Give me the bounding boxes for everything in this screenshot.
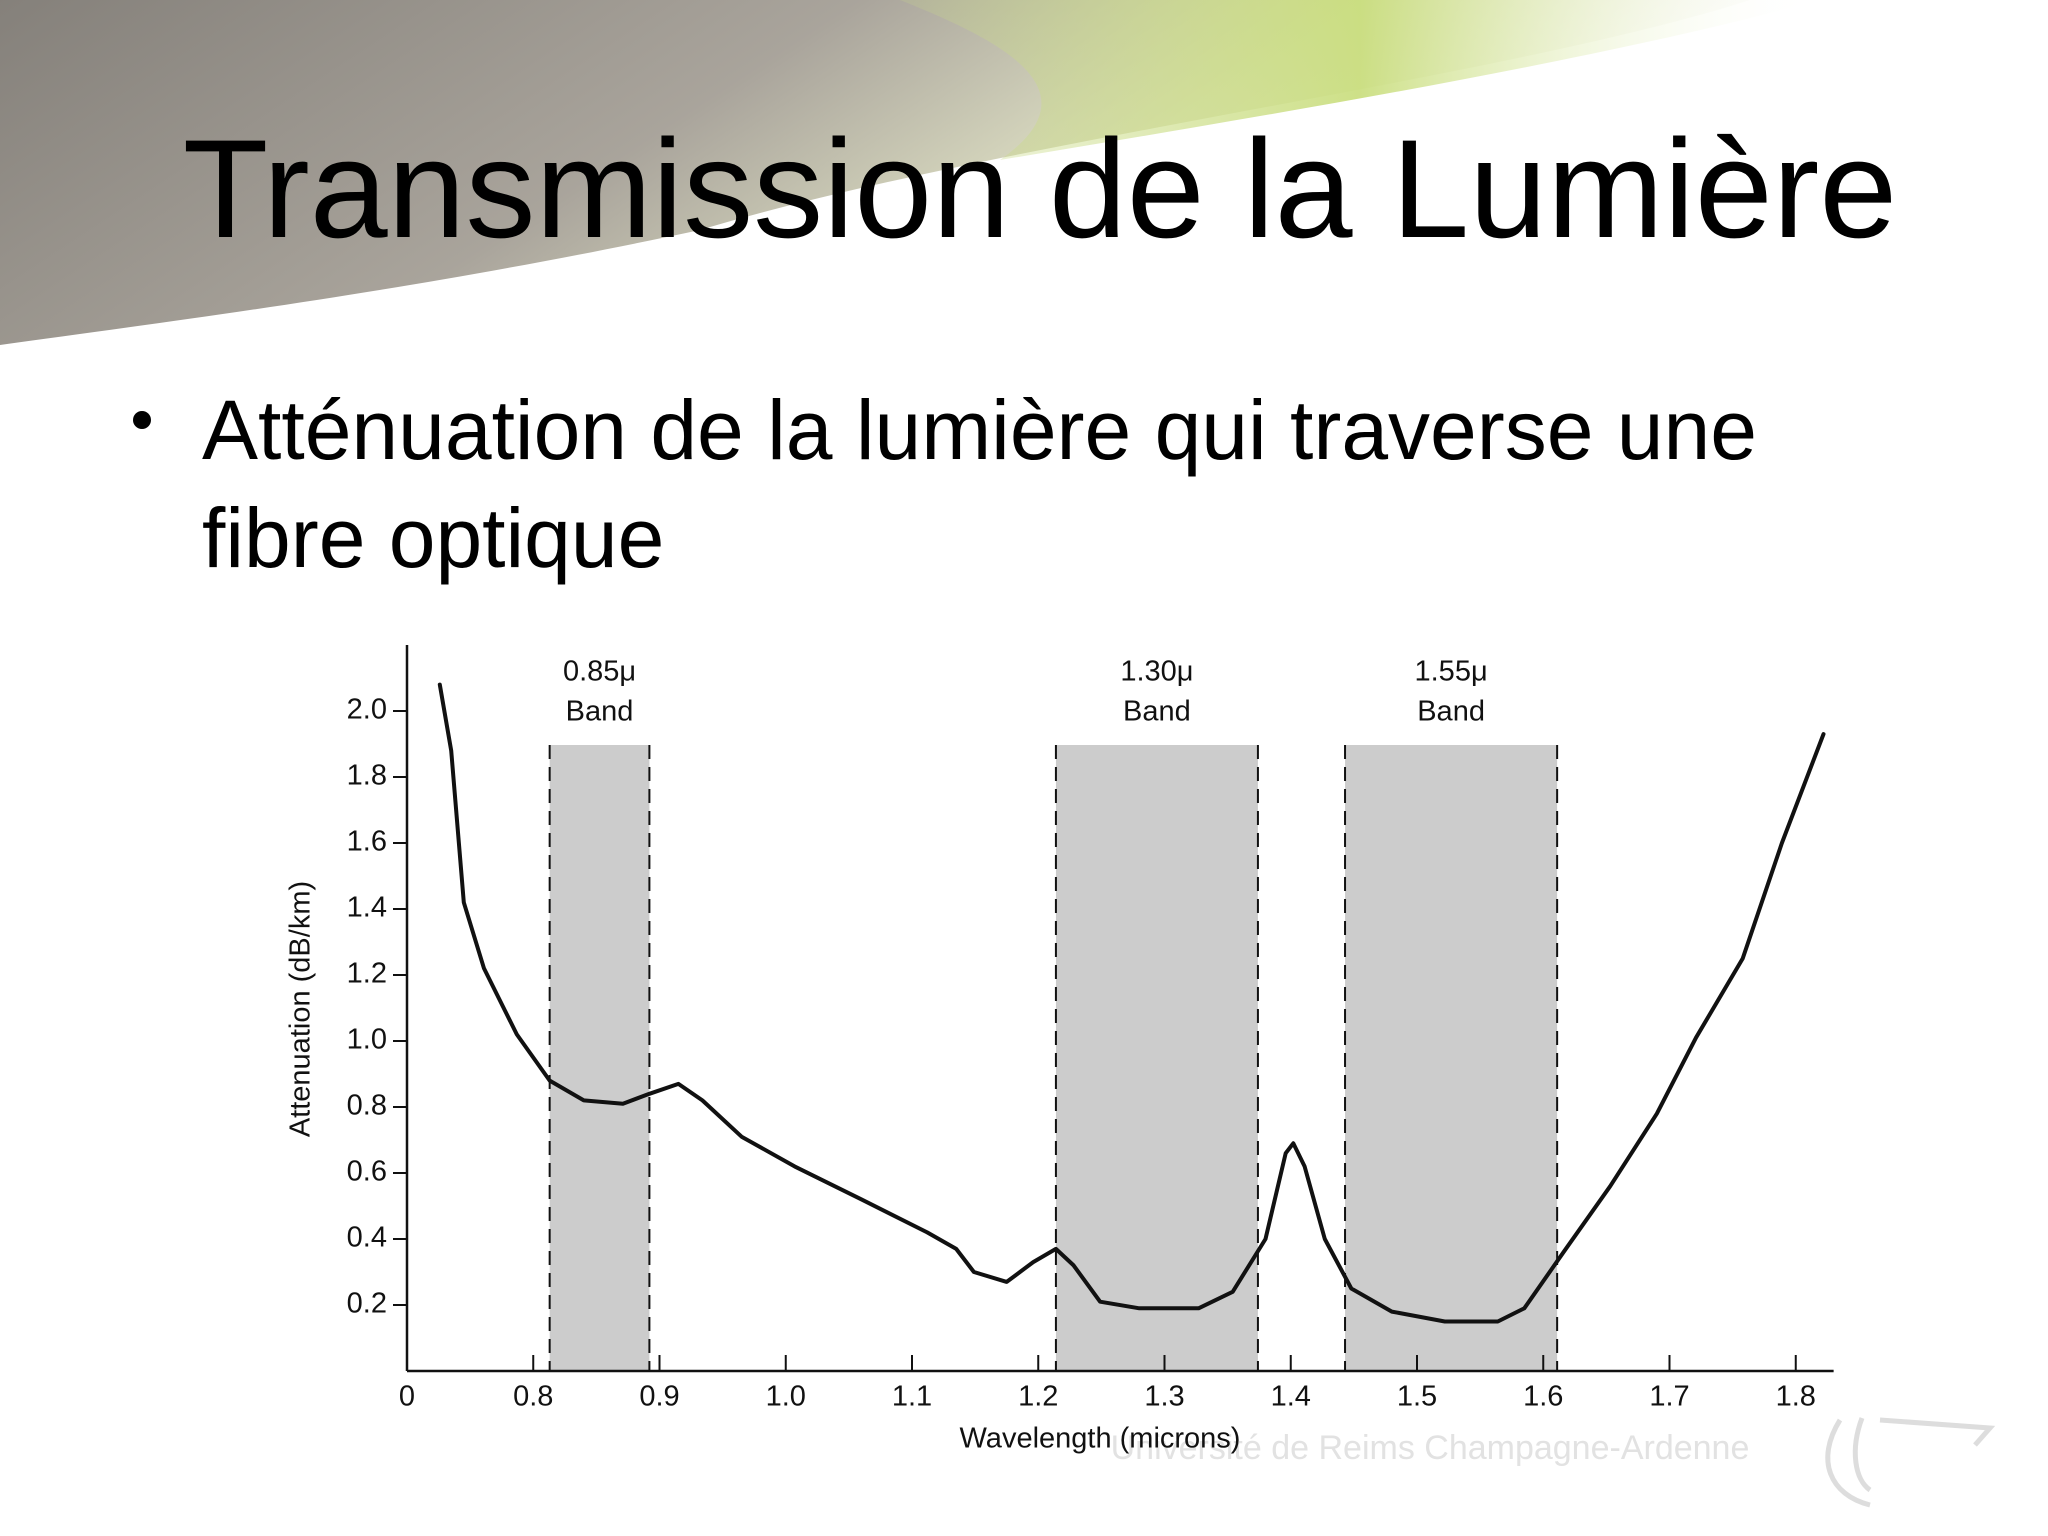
band-label: Band xyxy=(1123,696,1191,728)
x-tick-label: 1.7 xyxy=(1649,1381,1689,1413)
attenuation-curve xyxy=(437,682,1826,1324)
y-tick-label: 1.6 xyxy=(347,826,387,858)
band xyxy=(1055,745,1258,1371)
y-tick-label: 0.8 xyxy=(347,1090,387,1122)
band-label: 0.85μ xyxy=(563,656,636,688)
x-tick-label: 0.8 xyxy=(513,1381,553,1413)
y-tick-label: 1.8 xyxy=(347,760,387,792)
band-label: Band xyxy=(566,696,634,728)
y-tick-label: 1.2 xyxy=(347,958,387,990)
y-tick-label: 0.2 xyxy=(347,1288,387,1320)
slide-title: Transmission de la Lumière xyxy=(183,110,1897,267)
logo xyxy=(1825,1417,1996,1508)
x-tick-label: 1.4 xyxy=(1271,1381,1311,1413)
bullet-text: Atténuation de la lumière qui traverse u… xyxy=(202,383,1757,477)
x-tick-label: 1.8 xyxy=(1776,1381,1816,1413)
header-background xyxy=(0,0,1820,345)
x-tick-label: 1.2 xyxy=(1018,1381,1058,1413)
x-tick-label: 1.5 xyxy=(1397,1381,1437,1413)
x-tick-label: 0.9 xyxy=(639,1381,679,1413)
bullet-text: fibre optique xyxy=(202,491,664,585)
band xyxy=(549,745,650,1371)
footer-text: Université de Reims Champagne-Ardenne xyxy=(1111,1429,1750,1467)
band-label: 1.55μ xyxy=(1415,656,1488,688)
x-tick-label: 1.6 xyxy=(1523,1381,1563,1413)
x-tick-label: 1.0 xyxy=(766,1381,806,1413)
y-tick-label: 0.6 xyxy=(347,1156,387,1188)
y-tick-label: 2.0 xyxy=(347,694,387,726)
y-tick-label: 1.4 xyxy=(347,892,387,924)
x-tick-label: 1.3 xyxy=(1144,1381,1184,1413)
x-tick-label: 1.1 xyxy=(892,1381,932,1413)
y-axis-label: Attenuation (dB/km) xyxy=(285,881,317,1137)
band-label: 1.30μ xyxy=(1120,656,1193,688)
y-tick-label: 1.0 xyxy=(347,1024,387,1056)
chart: 0.85μ Band 1.30μ Band 1.55μ Band 0.2 0.4 0.6 0.8 1… xyxy=(285,645,1834,1455)
bullet-dot xyxy=(133,411,151,429)
x-axis-label: Wavelength (microns) xyxy=(960,1423,1241,1455)
band-label: Band xyxy=(1417,696,1485,728)
x-tick-label: 0 xyxy=(399,1381,415,1413)
y-tick-label: 0.4 xyxy=(347,1222,387,1254)
band xyxy=(1345,745,1558,1371)
